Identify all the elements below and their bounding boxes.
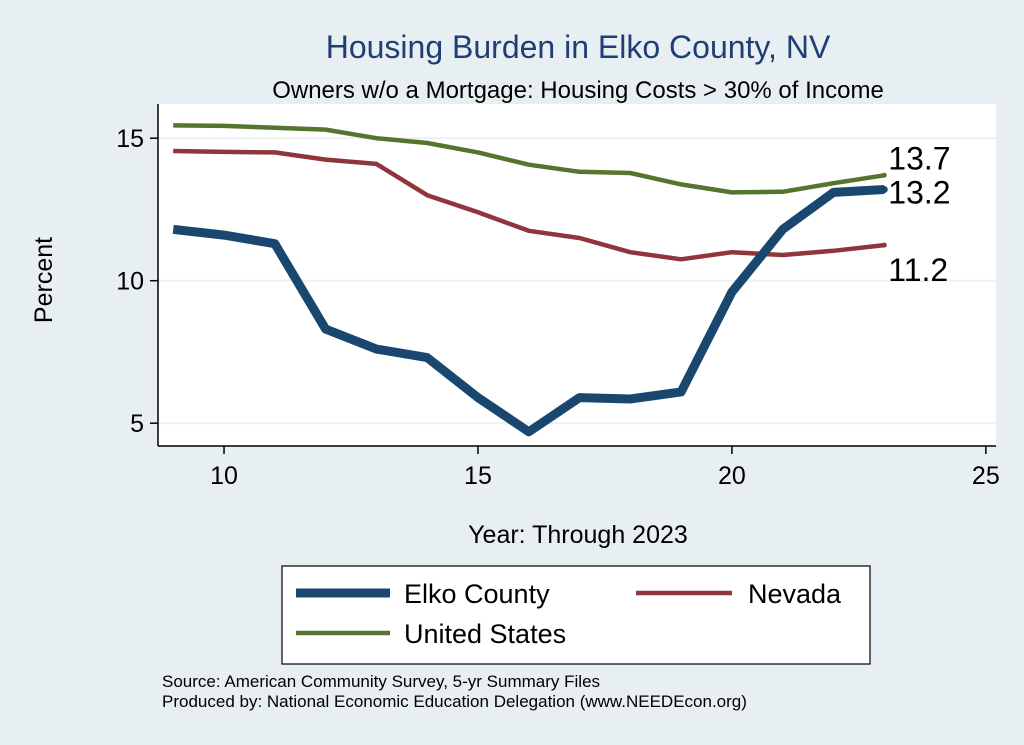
x-axis-label: Year: Through 2023: [468, 521, 688, 549]
y-tick-label-10: 10: [116, 268, 144, 296]
chart-title: Housing Burden in Elko County, NV: [326, 29, 831, 65]
legend-label-nevada: Nevada: [748, 579, 842, 609]
x-tick-label-15: 15: [464, 462, 492, 490]
legend-label-elko-county: Elko County: [404, 579, 550, 609]
series-end-point-elko-county: [880, 186, 888, 193]
end-label-united-states: 13.7: [888, 140, 950, 176]
legend: Elko County Nevada United States: [281, 565, 871, 665]
y-axis-label: Percent: [30, 237, 58, 323]
series-end-point-united-states: [881, 172, 887, 178]
produced-by-note: Produced by: National Economic Education…: [162, 692, 747, 711]
x-tick-label-20: 20: [718, 462, 746, 490]
x-tick-label-10: 10: [210, 462, 238, 490]
chart-subtitle: Owners w/o a Mortgage: Housing Costs > 3…: [272, 77, 884, 104]
legend-box: [281, 565, 871, 665]
axis-layer: 5 10 15 10 15 20 25: [116, 104, 1000, 490]
series-line-elko-county: [172, 185, 885, 437]
x-tick-label-25: 25: [972, 462, 1000, 490]
series-end-point-nevada: [881, 242, 887, 248]
end-label-nevada: 11.2: [888, 252, 948, 288]
series-layer: [172, 123, 888, 437]
series-line-united-states: [173, 123, 885, 195]
legend-label-united-states: United States: [404, 619, 566, 649]
end-label-layer: 13.2 11.2 13.7: [888, 140, 950, 288]
y-tick-label-5: 5: [130, 410, 144, 438]
y-tick-label-15: 15: [116, 125, 144, 153]
source-note: Source: American Community Survey, 5-yr …: [162, 672, 600, 691]
end-label-elko-county: 13.2: [888, 175, 950, 211]
